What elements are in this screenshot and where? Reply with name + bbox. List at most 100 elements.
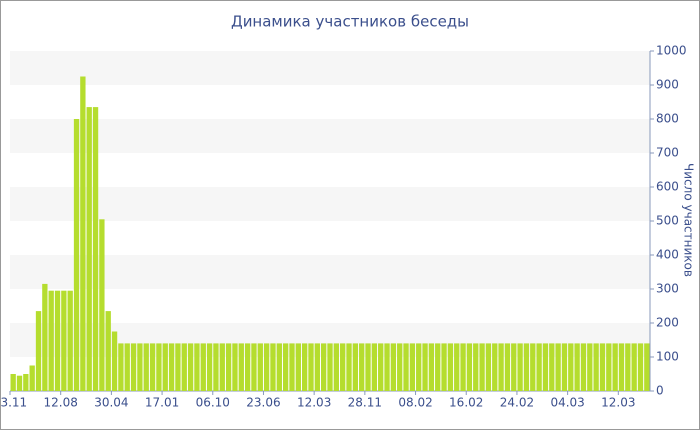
bar <box>549 343 555 391</box>
bar <box>149 343 156 391</box>
bar <box>35 311 42 391</box>
bar <box>593 343 599 391</box>
y-tick-label: 900 <box>656 78 679 92</box>
bar <box>118 343 124 391</box>
bar <box>168 343 175 391</box>
bar <box>295 343 301 391</box>
x-tick-label: 23.06 <box>246 396 280 410</box>
bar <box>568 343 574 391</box>
bar <box>542 343 549 391</box>
bar <box>473 343 479 391</box>
bar <box>352 343 359 391</box>
bar <box>92 107 99 391</box>
y-tick-label: 600 <box>656 180 679 194</box>
bar <box>555 343 561 391</box>
x-tick-label: 30.04 <box>94 396 128 410</box>
grid-band <box>10 51 650 85</box>
bar <box>86 107 92 391</box>
bar <box>29 365 35 391</box>
bar <box>181 343 187 391</box>
bar <box>80 76 86 391</box>
y-tick-label: 700 <box>656 146 679 160</box>
chart-title: Динамика участников беседы <box>231 13 469 31</box>
x-tick-label: 12.03 <box>601 396 635 410</box>
bar <box>365 343 371 391</box>
bar <box>416 343 422 391</box>
bar <box>187 343 194 391</box>
bar <box>270 343 276 391</box>
x-tick-label: 16.02 <box>449 396 483 410</box>
bar <box>23 374 29 391</box>
x-tick-label: 24.02 <box>500 396 534 410</box>
bar <box>536 343 542 391</box>
bar <box>257 343 263 391</box>
bar <box>111 331 118 391</box>
bar <box>580 343 587 391</box>
bar <box>599 343 606 391</box>
bar <box>42 283 48 391</box>
bar <box>289 343 295 391</box>
y-tick-label: 1000 <box>656 44 687 58</box>
bar <box>156 343 162 391</box>
bar <box>644 343 650 391</box>
bar <box>485 343 492 391</box>
bar <box>460 343 466 391</box>
bar <box>124 343 130 391</box>
bar <box>606 343 612 391</box>
bar <box>232 343 238 391</box>
bar <box>511 343 517 391</box>
bar <box>504 343 511 391</box>
bar <box>219 343 225 391</box>
bar <box>441 343 447 391</box>
bar <box>492 343 498 391</box>
x-tick-label: 23.11 <box>0 396 27 410</box>
bar <box>276 343 282 391</box>
bar <box>321 343 327 391</box>
x-tick-label: 08.02 <box>398 396 432 410</box>
bar <box>251 343 257 391</box>
x-tick-label: 17.01 <box>145 396 179 410</box>
bar <box>67 290 73 391</box>
bar <box>162 343 168 391</box>
bar <box>10 374 16 391</box>
x-tick-label: 12.03 <box>297 396 331 410</box>
x-tick-label: 12.08 <box>44 396 78 410</box>
bar <box>422 343 428 391</box>
y-tick-label: 500 <box>656 214 679 228</box>
y-tick-label: 800 <box>656 112 679 126</box>
bar <box>225 343 232 391</box>
bar <box>54 290 61 391</box>
bar <box>371 343 378 391</box>
x-tick-label: 28.11 <box>348 396 382 410</box>
bar <box>99 219 105 391</box>
bar <box>213 343 219 391</box>
y-tick-label: 100 <box>656 350 679 364</box>
bar <box>587 343 593 391</box>
bar <box>130 343 137 391</box>
bar <box>397 343 403 391</box>
bar <box>346 343 352 391</box>
bar <box>61 290 67 391</box>
bar <box>143 343 149 391</box>
bar <box>314 343 320 391</box>
y-axis-label: Число участников <box>682 163 696 277</box>
bar <box>403 343 409 391</box>
bar <box>612 343 618 391</box>
bar <box>625 343 631 391</box>
bar <box>574 343 580 391</box>
bar <box>409 343 416 391</box>
bar <box>238 343 244 391</box>
bar <box>359 343 365 391</box>
bar <box>390 343 397 391</box>
bar <box>454 343 460 391</box>
y-tick-label: 200 <box>656 316 679 330</box>
grid-band <box>10 255 650 289</box>
bar <box>530 343 536 391</box>
bar <box>105 311 111 391</box>
bar <box>200 343 206 391</box>
bar <box>340 343 346 391</box>
bar <box>523 343 530 391</box>
bar <box>333 343 339 391</box>
y-tick-label: 0 <box>656 384 664 398</box>
